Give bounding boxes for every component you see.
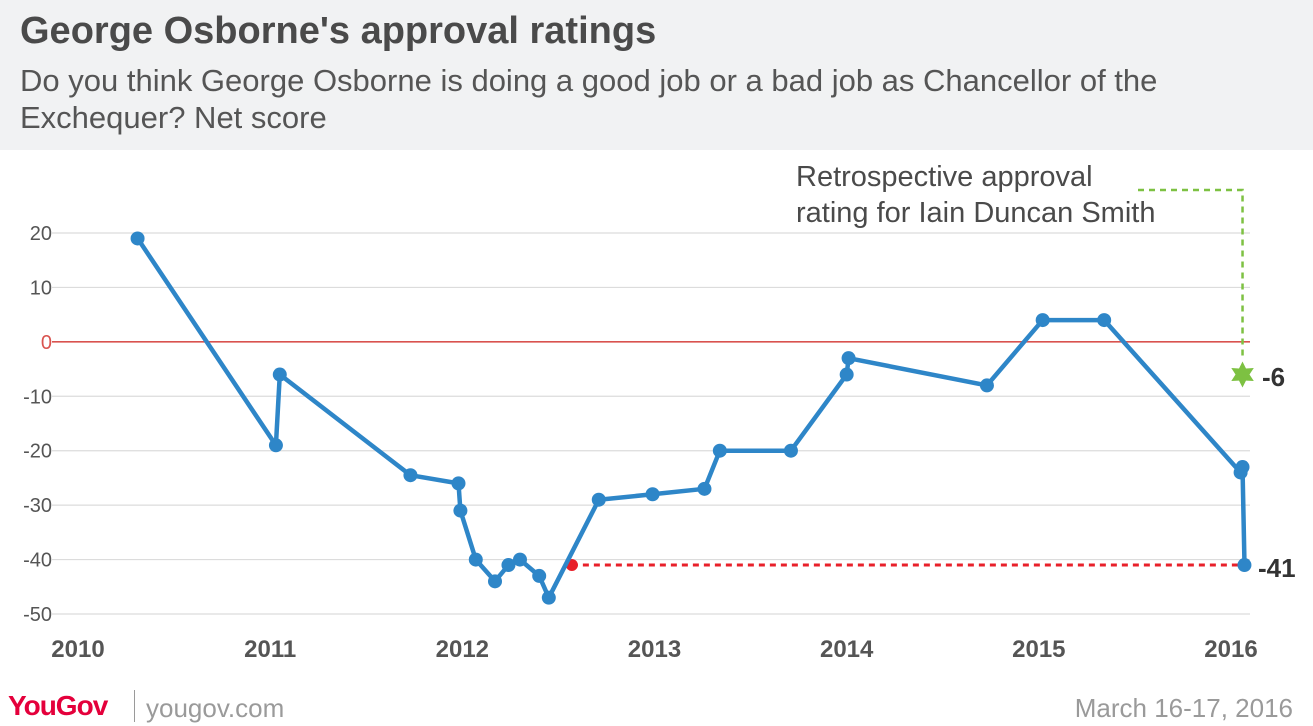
- data-point: [272, 367, 287, 382]
- data-point: [1237, 558, 1252, 573]
- data-point: [697, 481, 712, 496]
- data-point: [783, 443, 798, 458]
- data-point: [839, 367, 854, 382]
- x-tick-label: 2016: [1204, 636, 1257, 663]
- data-point: [468, 552, 483, 567]
- y-tick-label: 0: [41, 332, 52, 354]
- x-tick-label: 2011: [244, 636, 296, 663]
- data-point: [488, 574, 503, 589]
- x-axis-ticks: 2010 2011 2012 2013 2014 2015 2016: [51, 636, 1257, 663]
- annotation-text-line-2: rating for Iain Duncan Smith: [796, 197, 1155, 229]
- x-tick-label: 2013: [628, 636, 681, 663]
- y-tick-label: 20: [30, 223, 52, 245]
- data-point: [453, 503, 468, 518]
- y-tick-label: -10: [23, 386, 52, 408]
- y-tick-label: -40: [23, 550, 52, 572]
- x-tick-label: 2014: [820, 636, 874, 663]
- yougov-logo: YouGov: [8, 690, 108, 721]
- annotation-connector: [1138, 188, 1244, 361]
- data-point: [130, 231, 145, 246]
- data-point: [541, 590, 556, 605]
- chart-title: George Osborne's approval ratings: [20, 10, 657, 52]
- reference-layer: [565, 188, 1245, 572]
- footer-site: yougov.com: [146, 693, 285, 723]
- data-point: [1035, 313, 1050, 328]
- data-point: [1235, 460, 1250, 475]
- y-axis-ticks: 20 10 0 -10 -20 -30 -40 -50: [23, 223, 52, 626]
- y-tick-label: -20: [23, 441, 52, 463]
- grid: [52, 232, 1250, 615]
- annotation-layer: Retrospective approval rating for Iain D…: [796, 161, 1296, 583]
- footer-date: March 16-17, 2016: [1074, 693, 1293, 723]
- ids-star-marker: [1231, 361, 1254, 388]
- data-point: [1097, 313, 1112, 328]
- latest-value-label: -41: [1258, 553, 1296, 583]
- data-point: [841, 351, 856, 366]
- data-point: [712, 443, 727, 458]
- chart-subtitle: Do you think George Osborne is doing a g…: [20, 63, 1158, 135]
- x-tick-label: 2012: [436, 636, 489, 663]
- header-band: [0, 0, 1313, 150]
- y-tick-label: 10: [30, 277, 52, 299]
- data-point: [451, 476, 466, 491]
- y-tick-label: -50: [23, 604, 52, 626]
- x-tick-label: 2015: [1012, 636, 1065, 663]
- series-layer: [130, 231, 1252, 605]
- data-point: [512, 552, 527, 567]
- data-point: [403, 468, 418, 483]
- data-point: [645, 487, 660, 502]
- annotation-text-line-1: Retrospective approval: [796, 161, 1093, 193]
- data-point: [501, 558, 516, 573]
- data-point: [979, 378, 994, 393]
- data-point: [532, 568, 547, 583]
- data-point: [591, 492, 606, 507]
- footer-divider: [134, 690, 135, 722]
- y-tick-label: -30: [23, 495, 52, 517]
- x-tick-label: 2010: [51, 636, 104, 663]
- ids-value-label: -6: [1262, 362, 1285, 392]
- data-point: [268, 438, 283, 453]
- series-line: [135, 236, 1247, 600]
